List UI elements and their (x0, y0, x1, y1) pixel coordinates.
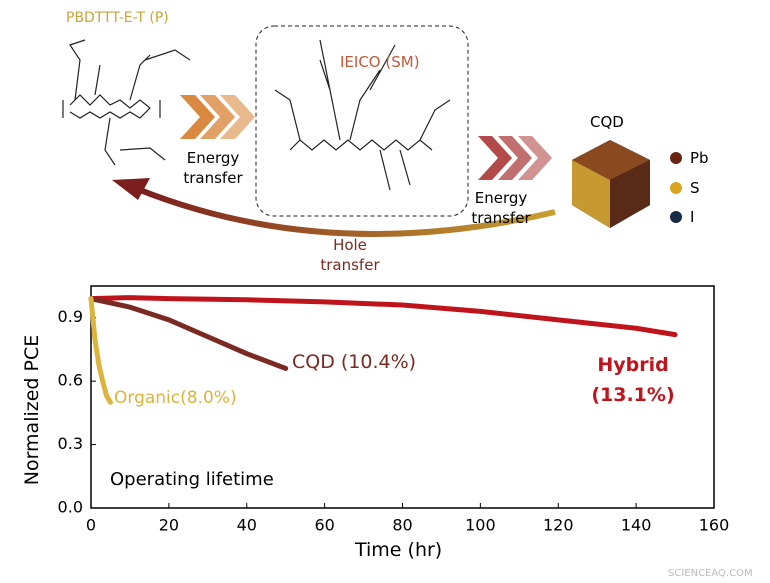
watermark: SCIENCEAQ.COM (668, 568, 753, 579)
x-tick-label: 20 (159, 516, 179, 535)
energy-label: Energy transfer (471, 189, 531, 227)
y-tick-label: 0.0 (58, 498, 83, 517)
x-axis-title: Time (hr) (355, 539, 443, 561)
hole-arrow-head (112, 178, 150, 200)
series-line (88, 296, 113, 405)
polymer-label: PBDTTT-E-T (P) (66, 10, 169, 26)
hole-label: Hole transfer (320, 236, 380, 274)
x-tick-label: 120 (543, 516, 574, 535)
y-tick-label: 0.9 (58, 307, 83, 326)
cqd-crystal (572, 140, 650, 228)
energy-arrow-2 (478, 136, 552, 180)
energy-label: Energy transfer (183, 149, 243, 187)
x-tick-label: 60 (314, 516, 334, 535)
series-line (88, 295, 678, 338)
x-tick-label: 80 (392, 516, 412, 535)
x-tick-label: 160 (699, 516, 730, 535)
x-tick-label: 40 (237, 516, 257, 535)
series-line (88, 296, 289, 371)
sm-label: IEICO (SM) (340, 53, 420, 71)
legend-label: I (690, 208, 695, 226)
y-tick-label: 0.3 (58, 434, 83, 453)
legend-label: S (690, 179, 700, 197)
cqd-label: CQD (590, 113, 624, 131)
y-axis-title: Normalized PCE (21, 334, 43, 486)
sm-box (255, 25, 469, 217)
series-label: Hybrid (13.1%) (591, 354, 675, 406)
sm-structure (274, 39, 451, 191)
energy-arrow-1 (180, 95, 255, 139)
x-tick-label: 100 (465, 516, 496, 535)
legend-label: Pb (690, 149, 709, 167)
x-tick-label: 140 (621, 516, 652, 535)
legend-i (670, 211, 682, 223)
series-label: Organic(8.0%) (114, 388, 237, 408)
legend-pb (670, 152, 682, 164)
annotation: Operating lifetime (110, 469, 274, 490)
y-tick-label: 0.6 (58, 371, 83, 390)
legend-s (670, 182, 682, 194)
series-label: CQD (10.4%) (292, 351, 417, 373)
polymer-structure (62, 39, 191, 166)
hole-arrow (138, 187, 556, 237)
x-tick-label: 0 (86, 516, 96, 535)
